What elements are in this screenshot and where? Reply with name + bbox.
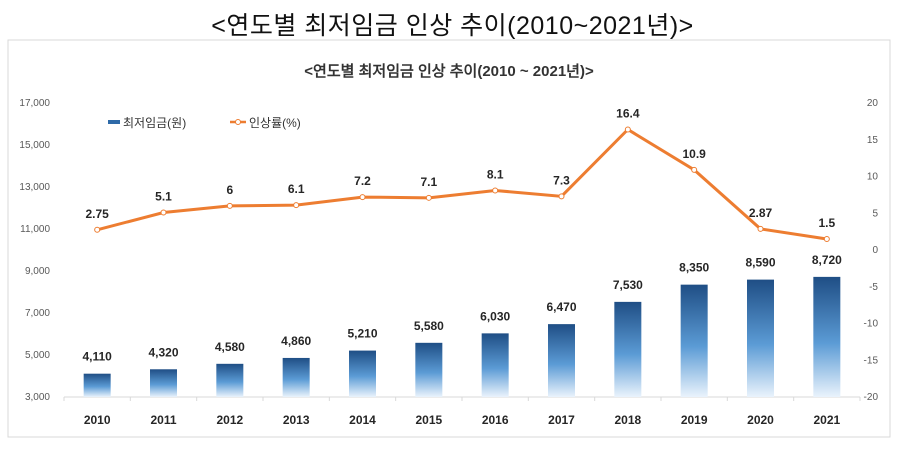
x-tick-label: 2013 <box>283 413 310 427</box>
rate-point <box>293 202 300 209</box>
left-tick-label: 3,000 <box>25 392 50 403</box>
legend: 최저임금(원) 인상률(%) <box>108 116 301 130</box>
bar-data-label: 7,530 <box>613 278 643 292</box>
rate-point <box>492 187 499 194</box>
rate-line <box>96 127 828 241</box>
bar-data-label: 8,350 <box>679 261 709 275</box>
left-tick-label: 17,000 <box>19 98 50 109</box>
rate-data-label: 7.1 <box>420 175 437 189</box>
bar <box>83 373 111 397</box>
bar-data-label: 6,470 <box>546 300 576 314</box>
right-tick-label: 10 <box>867 172 879 183</box>
x-tick-label: 2012 <box>216 413 243 427</box>
rate-data-label: 6 <box>226 183 233 197</box>
rate-data-label: 7.2 <box>354 174 371 188</box>
legend-bar-label: 최저임금(원) <box>123 116 186 130</box>
bar <box>282 357 310 397</box>
bar <box>680 284 708 397</box>
bar <box>349 350 376 397</box>
x-tick-label: 2011 <box>150 413 176 427</box>
x-tick-label: 2014 <box>349 413 376 427</box>
page-title: <연도별 최저임금 인상 추이(2010~2021년)> <box>211 12 694 40</box>
rate-data-label: 6.1 <box>288 182 305 196</box>
bar <box>548 324 575 397</box>
rate-data-label: 8.1 <box>487 167 504 181</box>
x-tick-label: 2016 <box>482 413 509 427</box>
x-tick-label: 2018 <box>614 413 641 427</box>
rate-data-label: 2.75 <box>85 207 109 221</box>
x-tick-label: 2015 <box>415 413 442 427</box>
legend-bar-swatch <box>108 120 120 124</box>
right-tick-label: -20 <box>864 392 879 403</box>
left-tick-label: 7,000 <box>25 308 50 319</box>
right-tick-label: -10 <box>864 319 879 330</box>
right-tick-label: -15 <box>864 355 879 366</box>
right-tick-label: 5 <box>872 208 878 219</box>
x-tick-label: 2010 <box>84 413 111 427</box>
bar-data-label: 4,860 <box>281 334 311 348</box>
left-tick-label: 13,000 <box>19 182 50 193</box>
rate-point <box>94 226 101 233</box>
x-tick-label: 2021 <box>813 413 840 427</box>
rate-data-label: 7.3 <box>553 173 570 187</box>
left-tick-label: 15,000 <box>19 140 50 151</box>
right-tick-label: 20 <box>867 98 879 109</box>
bar <box>614 301 642 397</box>
rate-data-label: 16.4 <box>616 106 640 120</box>
rate-data-label: 5.1 <box>155 190 172 204</box>
rate-data-label: 2.87 <box>749 206 773 220</box>
right-tick-label: 15 <box>867 135 879 146</box>
bar <box>216 363 244 397</box>
rate-data-label: 1.5 <box>818 216 835 230</box>
legend-line-marker <box>235 119 241 125</box>
bar-data-label: 4,580 <box>215 340 245 354</box>
rate-point <box>757 225 764 232</box>
bar-data-label: 5,210 <box>347 327 377 341</box>
bar-data-label: 8,720 <box>812 253 842 267</box>
bar <box>150 369 177 397</box>
bar-data-label: 6,030 <box>480 309 510 323</box>
rate-point <box>823 235 830 242</box>
legend-line-label: 인상률(%) <box>249 116 301 130</box>
right-tick-label: 0 <box>872 245 878 256</box>
chart-title: <연도별 최저임금 인상 추이(2010 ~ 2021년)> <box>304 62 594 80</box>
bar-data-label: 4,110 <box>82 350 112 364</box>
rate-point <box>624 126 631 133</box>
rate-point <box>558 193 565 200</box>
bar <box>813 276 841 397</box>
right-tick-label: -5 <box>869 282 878 293</box>
bar-data-label: 4,320 <box>148 345 178 359</box>
bar-data-label: 5,580 <box>414 319 444 333</box>
bar <box>481 333 509 397</box>
bar-data-label: 8,590 <box>745 256 775 270</box>
rate-point <box>691 166 698 173</box>
rate-point <box>359 194 366 201</box>
rate-point <box>160 209 167 216</box>
rate-point <box>226 202 233 209</box>
rate-point <box>425 194 432 201</box>
left-tick-label: 11,000 <box>20 224 50 235</box>
left-tick-label: 9,000 <box>25 266 50 277</box>
bar <box>415 342 443 397</box>
rate-data-label: 10.9 <box>682 147 706 161</box>
x-tick-label: 2019 <box>681 413 708 427</box>
x-tick-label: 2017 <box>548 413 575 427</box>
x-tick-label: 2020 <box>747 413 774 427</box>
bar <box>747 279 774 397</box>
left-tick-label: 5,000 <box>25 350 50 361</box>
